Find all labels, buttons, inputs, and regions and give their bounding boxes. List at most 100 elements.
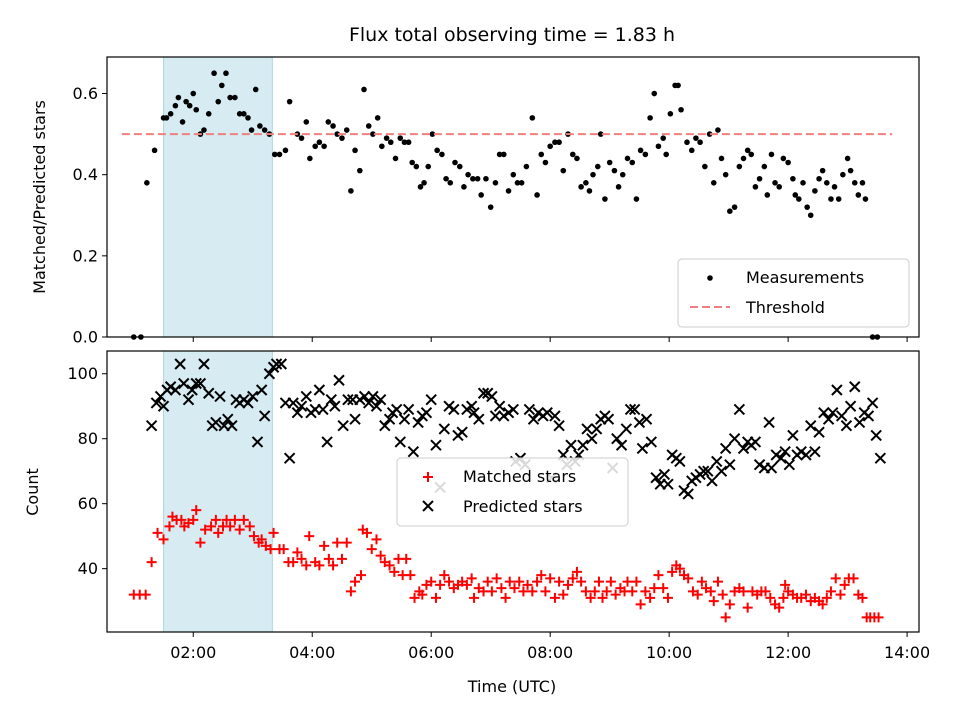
matched-stars-point [491, 573, 502, 584]
predicted-stars-point [242, 397, 254, 409]
matched-stars-point [825, 586, 836, 597]
predicted-stars-point [291, 407, 304, 419]
measurement-point [718, 155, 725, 162]
measurement-point [615, 184, 622, 190]
matched-stars-point [705, 586, 716, 597]
predicted-stars-point [779, 445, 791, 458]
predicted-stars-point [866, 397, 879, 409]
measurement-point [232, 94, 238, 101]
measurement-point [144, 179, 150, 186]
measurement-point [325, 119, 332, 125]
measurement-point [276, 151, 283, 158]
predicted-stars-point [178, 377, 190, 390]
measurement-point [252, 86, 259, 93]
measurement-point [316, 139, 323, 146]
measurement-point [675, 82, 681, 89]
measurement-point [785, 159, 791, 166]
legend-matched-label: Matched stars [463, 467, 576, 486]
matched-stars-point [206, 521, 217, 532]
predicted-stars-point [662, 478, 674, 490]
matched-stars-point [234, 524, 245, 535]
matched-stars-point [256, 534, 267, 545]
matched-stars-point [229, 514, 240, 525]
chart-title: Flux total observing time = 1.83 h [349, 24, 675, 46]
predicted-stars-point [719, 442, 732, 455]
measurement-point [804, 204, 810, 210]
matched-stars-point [554, 576, 565, 587]
measurement-point [655, 143, 662, 150]
measurement-point [684, 139, 690, 146]
measurement-point [421, 179, 427, 186]
predicted-stars-point [182, 394, 195, 406]
measurement-point [261, 127, 268, 133]
measurement-point [780, 155, 787, 162]
measurement-point [413, 163, 420, 170]
measurement-point [776, 184, 783, 190]
bottom-legend: Matched stars Predicted stars [396, 457, 629, 527]
measurement-point [722, 171, 729, 178]
measurement-point [392, 155, 399, 162]
predicted-stars-point [337, 420, 349, 432]
measurement-point [556, 139, 562, 146]
measurement-point [660, 135, 667, 141]
measurement-point [343, 127, 350, 133]
measurement-point [248, 127, 255, 133]
predicted-stars-point [363, 397, 375, 409]
matched-stars-point [563, 579, 574, 590]
measurement-point [425, 163, 432, 170]
matched-stars-point [278, 544, 289, 555]
measurement-point [417, 184, 424, 190]
measurement-point [510, 171, 517, 178]
measurement-point [727, 208, 733, 215]
matched-stars-point [509, 583, 520, 594]
bot-y-tick-label: 100 [67, 364, 98, 383]
predicted-stars-point [840, 420, 853, 432]
legend-measurements-marker [707, 275, 713, 281]
measurement-point [844, 155, 851, 162]
matched-stars-point [839, 579, 850, 590]
matched-stars-point [765, 592, 776, 603]
measurement-point [529, 115, 536, 121]
matched-stars-point [244, 521, 255, 532]
predicted-stars-point [640, 413, 653, 425]
predicted-stars-point [258, 410, 271, 422]
matched-stars-point [683, 573, 694, 584]
measurement-point [505, 188, 512, 194]
measurement-point [478, 192, 484, 198]
matched-stars-point [191, 505, 202, 516]
predicted-stars-point [697, 465, 710, 477]
measurement-point [334, 131, 341, 137]
measurement-point [190, 90, 197, 97]
measurement-point [847, 167, 854, 174]
measurement-point [298, 135, 305, 141]
matched-stars-point [504, 576, 515, 587]
measurement-point [379, 143, 385, 150]
predicted-stars-point [222, 413, 234, 425]
matched-stars-point [345, 586, 356, 597]
predicted-stars-point [473, 413, 485, 425]
matched-stars-point [288, 557, 299, 568]
matched-stars-point [225, 521, 236, 532]
measurement-point [201, 127, 207, 133]
matched-stars-point [301, 560, 312, 571]
matched-stars-point [323, 553, 334, 564]
measurement-point [303, 119, 310, 125]
measurement-point [752, 184, 759, 190]
matched-stars-point [622, 576, 633, 587]
predicted-stars-point [813, 426, 825, 438]
matched-stars-point [210, 514, 221, 525]
measurement-point [151, 147, 158, 154]
measurement-point [167, 111, 174, 117]
measurement-point [163, 115, 170, 121]
matched-stars-point [800, 589, 811, 600]
matched-stars-point [674, 563, 685, 574]
matched-stars-point [384, 560, 395, 571]
predicted-stars-point [749, 436, 762, 448]
top-y-axis-label: Matched/Predicted stars [30, 100, 49, 294]
legend-matched-marker [423, 472, 433, 482]
matched-stars-point [601, 586, 612, 597]
predicted-stars-point [210, 416, 222, 429]
measurement-point [547, 143, 553, 150]
matched-stars-point [576, 576, 587, 587]
top-panel: 0.0 0.2 0.4 0.6 Matched/Predicted stars Mea… [30, 56, 920, 347]
